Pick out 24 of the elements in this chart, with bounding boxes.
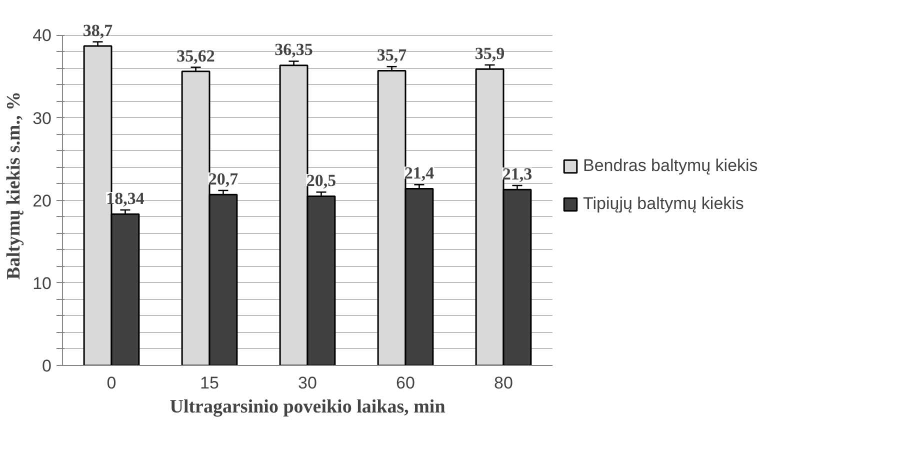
data-label: 38,7 [82,20,114,40]
y-axis-title: Baltymų kiekis s.m., % [4,92,25,280]
y-tick-label: 40 [32,26,52,46]
x-tick-label: 60 [396,374,415,392]
x-tick-label: 30 [298,374,317,392]
x-axis-title: Ultragarsinio poveikio laikas, min [170,396,446,418]
data-label: 20,5 [306,171,336,190]
y-tick-label: 20 [32,191,52,210]
y-tick-label: 10 [32,274,52,293]
data-label: 35,62 [176,46,215,66]
data-label: 35,7 [376,46,408,65]
y-tick-label: 0 [42,356,52,376]
data-label: 35,9 [474,44,505,63]
legend-label: Bendras baltymų kiekis [583,156,758,176]
x-tick-label: 15 [200,374,219,392]
data-label: 21,4 [404,164,435,183]
data-label: 36,35 [274,40,313,60]
y-tick-label: 30 [32,108,52,128]
data-label: 20,7 [208,169,239,188]
data-label: 18,34 [106,188,145,208]
x-tick-label: 0 [106,374,116,392]
data-label: 21,3 [502,164,532,184]
legend-label: Tipiųjų baltymų kiekis [583,194,744,214]
x-tick-label: 80 [494,374,513,392]
